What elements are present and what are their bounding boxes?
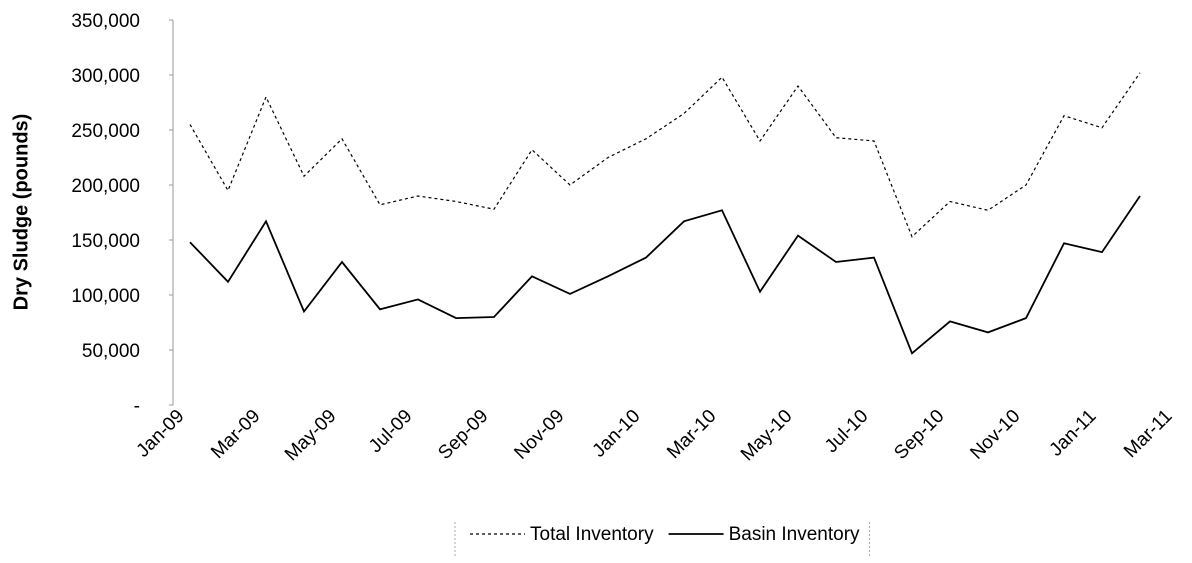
x-tick-label: Jan-10 (589, 406, 645, 462)
x-tick-label: Sep-09 (434, 406, 492, 464)
legend-label: Basin Inventory (729, 524, 860, 545)
y-tick-label: 50,000 (82, 341, 140, 362)
y-tick-label: 350,000 (71, 11, 140, 32)
x-tick-label: Jan-11 (1046, 406, 1101, 461)
x-tick-label: Jan-09 (133, 406, 189, 462)
y-tick-label: 200,000 (71, 176, 140, 197)
x-tick-label: Jul-09 (365, 406, 416, 457)
x-tick-label: Mar-09 (207, 406, 264, 463)
y-tick-label: 250,000 (71, 121, 140, 142)
series-line (189, 195, 1141, 355)
y-tick-label: 100,000 (71, 286, 140, 307)
x-tick-label: Mar-11 (1120, 406, 1176, 462)
series-line (189, 72, 1141, 238)
y-tick-label: 150,000 (71, 231, 140, 252)
x-tick-label: May-09 (281, 406, 341, 466)
x-tick-label: Sep-10 (890, 406, 948, 464)
y-tick-label: 300,000 (71, 66, 140, 87)
x-tick-label: Nov-10 (966, 406, 1024, 464)
y-axis-title: Dry Sludge (pounds) (10, 114, 32, 311)
x-tick-label: Nov-09 (510, 406, 568, 464)
x-tick-label: Mar-10 (663, 406, 720, 463)
y-tick-label: - (134, 396, 140, 417)
x-tick-label: Jul-10 (821, 406, 872, 457)
legend-label: Total Inventory (530, 524, 654, 545)
x-tick-label: May-10 (737, 406, 797, 466)
